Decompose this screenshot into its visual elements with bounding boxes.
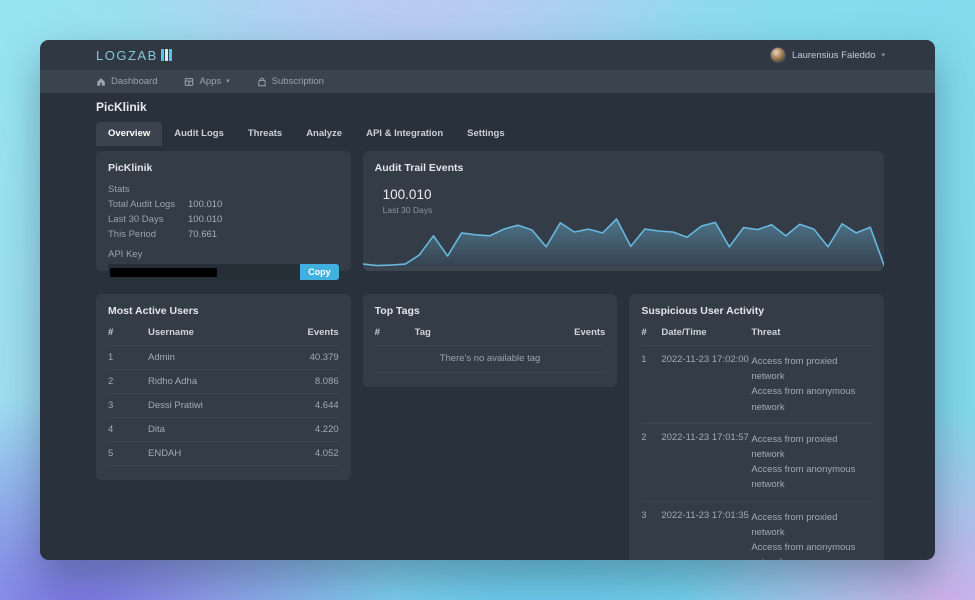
page-title: PicKlinik [96,100,147,114]
card-title: Top Tags [374,305,420,317]
col-header-events: Events [307,327,339,338]
logo-bars-icon [160,49,172,61]
app-stats-card: PicKlinik Stats Total Audit Logs 100.010… [96,151,351,280]
chart-big-number: 100.010 [382,187,432,202]
chart-subtitle: Last 30 Days [382,205,433,215]
col-header-username: Username [148,327,194,338]
card-title: Suspicious User Activity [641,305,765,317]
logo-text: LOGZAB [96,47,158,63]
col-header-num: # [641,327,647,338]
logo: LOGZAB [96,48,172,63]
table-row: 3 Dessi Pratiwi 4.644 [108,394,339,418]
user-name: Laurensius Faleddo [792,49,876,61]
card-title: Audit Trail Events [374,162,464,174]
stat-value: 100.010 [188,199,223,210]
app-header: LOGZAB Laurensius Faleddo ▾ [40,40,935,70]
nav-item-label: Apps [199,76,222,87]
tab-bar: Overview Audit Logs Threats Analyze API … [96,122,884,146]
nav-item-apps[interactable]: Apps ▾ [184,76,230,87]
tab-settings[interactable]: Settings [467,128,505,139]
col-header-events: Events [574,327,606,338]
stat-row: This Period 70.661 [108,229,339,240]
chevron-down-icon: ▾ [226,78,230,85]
suspicious-activity-card: Suspicious User Activity # Date/Time Thr… [629,294,884,560]
avatar [770,47,787,63]
app-window: LOGZAB Laurensius Faleddo ▾ Dashboard Ap… [40,40,935,560]
col-header-num: # [374,327,380,338]
table-header: # Username Events [108,327,339,346]
api-key-redacted-value [110,267,218,277]
user-menu[interactable]: Laurensius Faleddo ▾ [770,47,885,63]
nav-item-dashboard[interactable]: Dashboard [96,76,157,87]
chart-stat: 100.010 Last 30 Days [383,187,872,215]
threat-row: 1 2022-11-23 17:02:00 Access from proxie… [641,346,872,424]
table-header: # Date/Time Threat [641,327,872,346]
stat-label: Total Audit Logs [108,199,176,210]
stats-section-label: Stats [108,184,130,195]
stat-label: Last 30 Days [108,214,164,225]
card-title: PicKlinik [108,162,153,174]
nav-item-subscription[interactable]: Subscription [257,76,324,87]
tab-overview[interactable]: Overview [96,122,163,146]
tab-analyze[interactable]: Analyze [306,128,343,139]
chevron-down-icon: ▾ [881,51,885,59]
table-header: # Tag Events [374,327,606,346]
col-header-datetime: Date/Time [661,327,707,338]
nav-item-label: Dashboard [111,76,158,87]
card-title: Most Active Users [108,305,199,317]
top-tags-card: Top Tags # Tag Events There's no availab… [362,294,618,387]
col-header-threat: Threat [751,327,781,338]
apps-grid-icon [185,77,194,86]
tab-threats[interactable]: Threats [247,128,283,139]
col-header-num: # [108,327,114,338]
stat-label: This Period [108,229,157,240]
main-content: PicKlinik Overview Audit Logs Threats An… [40,93,935,560]
main-nav: Dashboard Apps ▾ Subscription [40,70,935,93]
col-header-tag: Tag [414,327,431,338]
table-row: 5 ENDAH 4.052 [108,442,339,466]
stat-row: Last 30 Days 100.010 [108,214,339,225]
nav-item-label: Subscription [271,76,324,87]
audit-trail-events-card: Audit Trail Events 100.010 Last 30 Days [362,151,884,271]
table-row: 1 Admin 40.379 [108,346,339,370]
threat-row: 2 2022-11-23 17:01:57 Access from proxie… [641,424,872,502]
threat-row: 3 2022-11-23 17:01:35 Access from proxie… [641,502,872,561]
audit-events-area-chart [362,215,884,271]
tab-api-integration[interactable]: API & Integration [366,128,444,139]
api-key-field[interactable] [108,264,301,280]
tab-audit-logs[interactable]: Audit Logs [174,128,224,139]
stat-value: 70.661 [188,229,218,240]
table-row: 4 Dita 4.220 [108,418,339,442]
subscription-bag-icon [257,77,266,86]
table-row: 2 Ridho Adha 8.086 [108,370,339,394]
copy-api-key-button[interactable]: Copy [300,264,339,280]
stat-value: 100.010 [188,214,223,225]
api-key-label: API Key [108,249,143,260]
stat-row: Total Audit Logs 100.010 [108,199,339,210]
empty-state-text: There's no available tag [374,346,606,373]
home-icon [97,77,105,86]
most-active-users-card: Most Active Users # Username Events 1 Ad… [96,294,351,480]
